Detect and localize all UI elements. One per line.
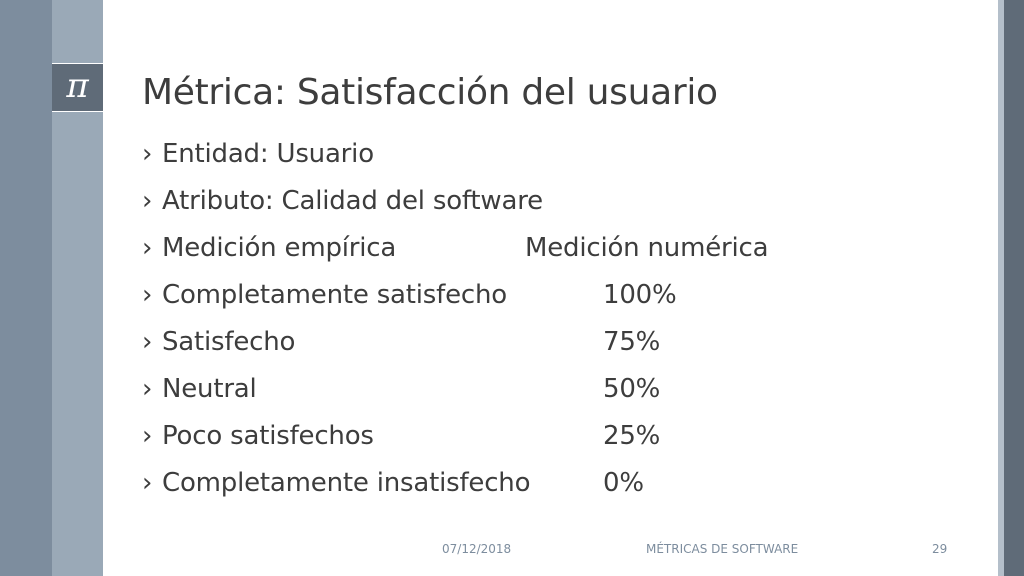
column-header-numeric: Medición numérica	[525, 233, 769, 263]
bullet-item: › Entidad: Usuario	[142, 135, 982, 182]
footer-date: 07/12/2018	[442, 542, 512, 556]
bullet-value: 25%	[603, 421, 661, 451]
bullet-marker: ›	[142, 139, 153, 169]
slide-title: Métrica: Satisfacción del usuario	[142, 72, 718, 113]
bullet-value: 50%	[603, 374, 661, 404]
bullet-label: Completamente satisfecho	[162, 280, 507, 310]
bullet-label: Neutral	[162, 374, 257, 404]
bullet-marker: ›	[142, 327, 153, 357]
bullet-value: 0%	[603, 468, 644, 498]
right-outer-band	[1004, 0, 1024, 576]
bullet-label: Poco satisfechos	[162, 421, 374, 451]
left-outer-band	[0, 0, 52, 576]
bullet-label: Satisfecho	[162, 327, 296, 357]
bullet-item: › Medición empírica Medición numérica	[142, 229, 982, 276]
bullet-item: › Atributo: Calidad del software	[142, 182, 982, 229]
bullet-marker: ›	[142, 421, 153, 451]
bullet-item: › Completamente insatisfecho 0%	[142, 464, 982, 511]
bullet-item: › Completamente satisfecho 100%	[142, 276, 982, 323]
bullet-item: › Neutral 50%	[142, 370, 982, 417]
right-inner-band	[998, 0, 1004, 576]
bullet-list: › Entidad: Usuario › Atributo: Calidad del…	[142, 135, 982, 511]
pi-icon: π	[66, 65, 89, 106]
bullet-item: › Satisfecho 75%	[142, 323, 982, 370]
logo-badge: π	[52, 63, 103, 112]
bullet-marker: ›	[142, 374, 153, 404]
bullet-label: Completamente insatisfecho	[162, 468, 531, 498]
bullet-marker: ›	[142, 233, 153, 263]
bullet-marker: ›	[142, 468, 153, 498]
bullet-label: Medición empírica	[162, 233, 397, 263]
footer-title: MÉTRICAS DE SOFTWARE	[646, 542, 799, 556]
bullet-label: Atributo: Calidad del software	[162, 186, 543, 216]
bullet-marker: ›	[142, 280, 153, 310]
bullet-label: Entidad: Usuario	[162, 139, 374, 169]
bullet-value: 75%	[603, 327, 661, 357]
bullet-marker: ›	[142, 186, 153, 216]
bullet-value: 100%	[603, 280, 677, 310]
footer-page-number: 29	[932, 542, 948, 556]
bullet-item: › Poco satisfechos 25%	[142, 417, 982, 464]
